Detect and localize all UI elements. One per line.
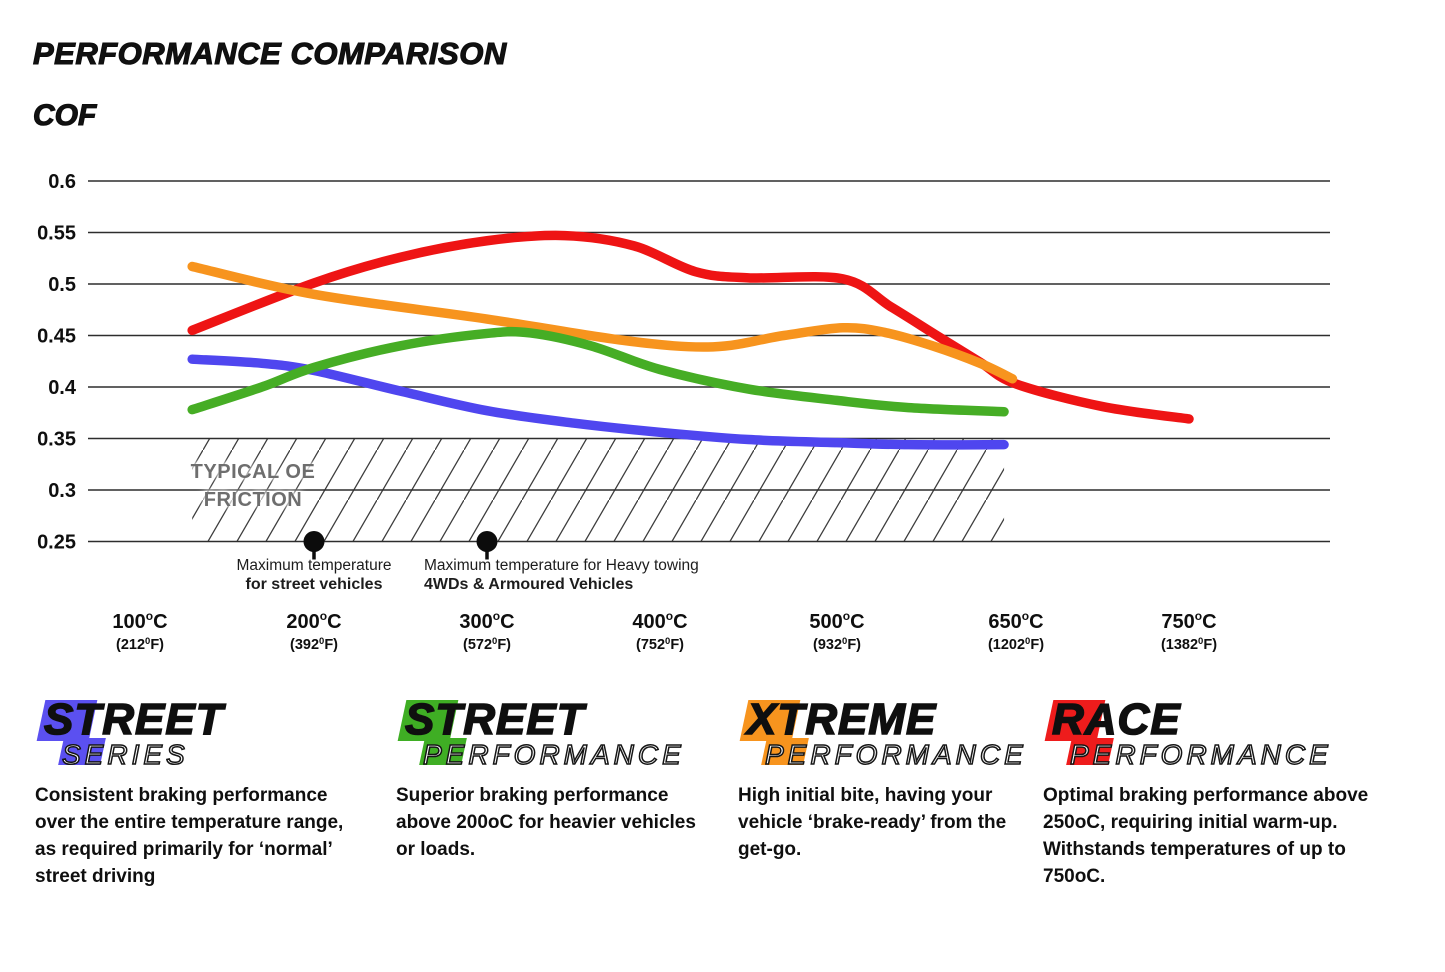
x-tick-label-c: 400oC — [632, 609, 687, 633]
x-tick-label-f: (7520F) — [636, 636, 684, 653]
legend-item-xtreme-performance: XTREME PERFORMANCE High initial bite, ha… — [738, 695, 1030, 860]
y-axis-title: COF — [32, 98, 97, 132]
annotation-line-bold: 4WDs & Armoured Vehicles — [424, 576, 634, 593]
legend-item-street-series: STREET SERIES Consistent braking perform… — [35, 695, 367, 887]
series-line-street-performance — [187, 326, 1009, 417]
logo-word-primary: STREET — [404, 695, 585, 744]
legend-description: High initial bite, having your vehicle ‘… — [738, 785, 1007, 860]
x-tick-label-c: 650oC — [988, 609, 1043, 633]
annotation-max-temp-street: Maximum temperature for street vehicles — [222, 556, 406, 594]
logo-word-secondary: PERFORMANCE — [764, 739, 1027, 770]
cof-line-chart: 0.6 0.55 0.5 0.45 0.4 0.35 0.3 0.25 100oC (2120F)… — [37, 171, 1330, 653]
series-line-race-performance — [187, 230, 1194, 424]
y-tick-label: 0.3 — [48, 480, 76, 502]
logo-word-primary: RACE — [1051, 695, 1181, 744]
x-tick-label-f: (2120F) — [116, 636, 164, 653]
logo-word-secondary: PERFORMANCE — [422, 739, 685, 770]
annotation-line-regular: Maximum temperature — [236, 557, 392, 574]
legend-description: Consistent braking performance over the … — [35, 785, 344, 887]
x-tick-label-c: 500oC — [809, 609, 864, 633]
street-series-logo: STREET SERIES — [35, 695, 367, 770]
logo-word-secondary: SERIES — [61, 739, 189, 770]
legend-description: Optimal braking performance above 250oC,… — [1043, 785, 1369, 887]
product-legend: STREET SERIES Consistent braking perform… — [0, 695, 1445, 972]
y-tick-label: 0.25 — [37, 532, 76, 554]
typical-oe-friction-label: TYPICAL OE FRICTION — [146, 458, 360, 514]
oe-label-line1: TYPICAL OE — [190, 461, 316, 483]
logo-word-primary: STREET — [43, 695, 224, 744]
x-tick-label-f: (13820F) — [1161, 636, 1217, 653]
marker-dot — [476, 531, 498, 552]
x-tick-label-c: 100oC — [112, 609, 167, 633]
race-performance-logo: RACE PERFORMANCE — [1043, 695, 1393, 770]
x-tick-label-f: (12020F) — [988, 636, 1044, 653]
xtreme-performance-logo: XTREME PERFORMANCE — [738, 695, 1030, 770]
x-tick-label-f: (3920F) — [290, 636, 338, 653]
x-tick-label-c: 750oC — [1161, 609, 1216, 633]
marker-dot — [303, 531, 325, 552]
legend-description: Superior braking performance above 200oC… — [396, 785, 696, 860]
annotation-line-bold: for street vehicles — [245, 576, 383, 593]
y-tick-label: 0.5 — [48, 274, 76, 296]
oe-label-line2: FRICTION — [203, 489, 303, 511]
logo-word-secondary: PERFORMANCE — [1069, 739, 1332, 770]
street-performance-logo: STREET PERFORMANCE — [396, 695, 718, 770]
legend-item-street-performance: STREET PERFORMANCE Superior braking perf… — [396, 695, 718, 860]
y-tick-label: 0.45 — [37, 326, 76, 348]
annotation-line-regular: Maximum temperature for Heavy towing — [424, 557, 699, 574]
y-tick-label: 0.35 — [37, 429, 76, 451]
legend-item-race-performance: RACE PERFORMANCE Optimal braking perform… — [1043, 695, 1393, 887]
series-line-xtreme-performance — [187, 261, 1018, 384]
x-tick-label-c: 200oC — [286, 609, 341, 633]
x-tick-label-f: (9320F) — [813, 636, 861, 653]
logo-word-primary: XTREME — [746, 695, 937, 744]
y-tick-label: 0.6 — [48, 171, 76, 193]
y-tick-label: 0.55 — [37, 223, 76, 245]
annotation-max-temp-heavy-towing: Maximum temperature for Heavy towing 4WD… — [424, 556, 764, 594]
x-tick-label-c: 300oC — [459, 609, 514, 633]
page-title: PERFORMANCE COMPARISON — [32, 35, 507, 71]
y-tick-label: 0.4 — [48, 377, 77, 399]
x-tick-label-f: (5720F) — [463, 636, 511, 653]
